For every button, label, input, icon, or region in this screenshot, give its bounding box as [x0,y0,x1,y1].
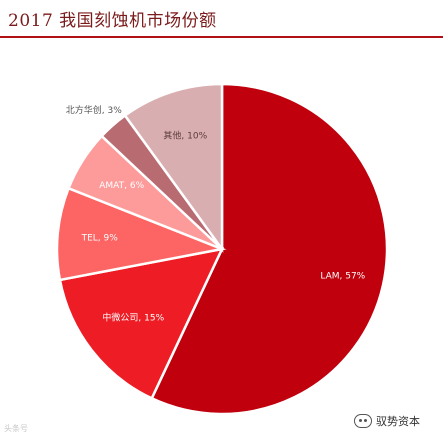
slice-label: LAM, 57% [320,272,365,282]
watermark-right: 驭势资本 [354,413,420,429]
pie-slice [150,82,389,416]
slice-label: 北方华创, 3% [66,104,122,116]
title-underline [0,36,443,38]
pie-slice [123,82,224,253]
slice-label: AMAT, 6% [99,181,144,191]
slice-label: 其他, 10% [163,130,207,142]
watermark-right-text: 驭势资本 [376,415,420,428]
pie-slice [55,186,227,282]
slice-label: TEL, 9% [81,233,119,243]
pie-slice [58,247,225,400]
slice-label: 中微公司, 15% [102,311,164,323]
chart-title: 2017 我国刻蚀机市场份额 [8,11,217,31]
wechat-icon [354,414,372,428]
watermark-left: 头条号 [4,424,28,433]
